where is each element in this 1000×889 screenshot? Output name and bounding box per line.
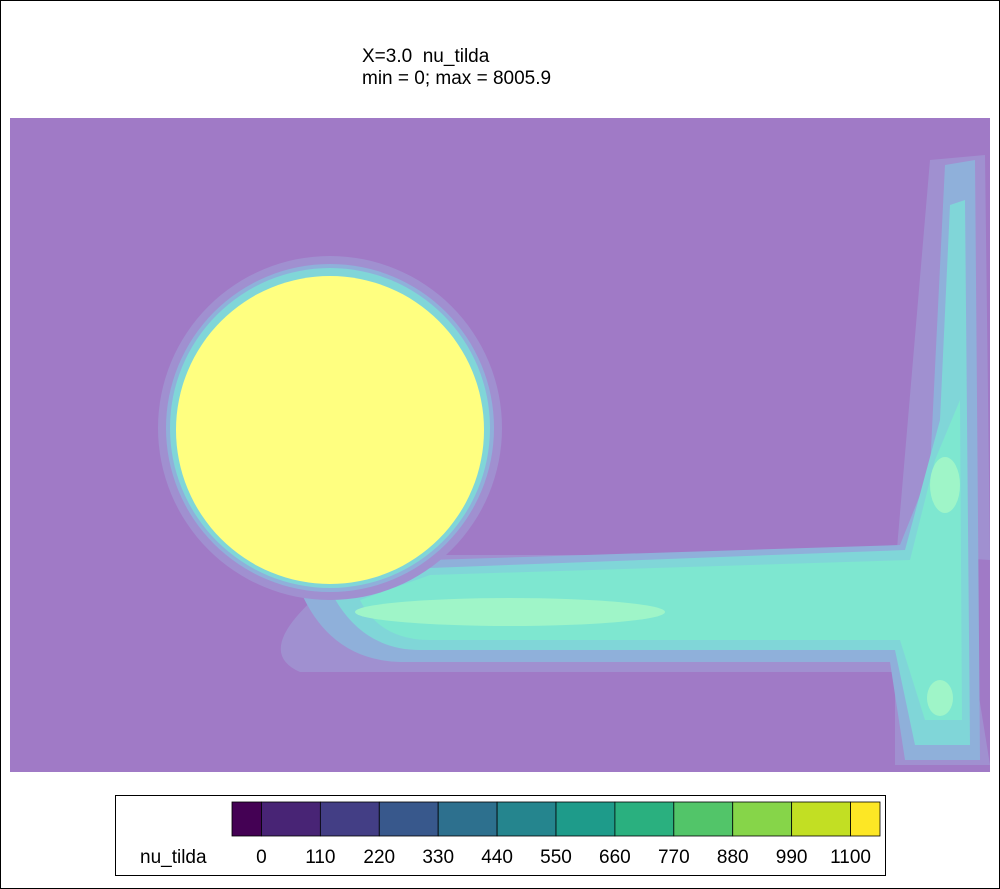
contour xyxy=(360,400,962,720)
tick-label: 0 xyxy=(256,847,267,868)
colorbar-segment xyxy=(732,801,793,837)
tick-label: 990 xyxy=(776,847,808,868)
colorbar-label: nu_tilda xyxy=(140,847,207,868)
colorbar-segment xyxy=(673,801,734,837)
tick-label: 440 xyxy=(481,847,513,868)
colorbar-segment xyxy=(496,801,557,837)
field xyxy=(10,118,990,772)
tick-label: 220 xyxy=(363,847,395,868)
colorbar-segment xyxy=(437,801,498,837)
tick-label: 550 xyxy=(540,847,572,868)
colorbar-segment xyxy=(850,801,881,837)
colorbar-segment xyxy=(378,801,439,837)
contour xyxy=(927,680,953,716)
contour xyxy=(930,457,960,513)
tick-label: 880 xyxy=(717,847,749,868)
colorbar-segment xyxy=(555,801,616,837)
tick-label: 660 xyxy=(599,847,631,868)
title-line: min = 0; max = 8005.9 xyxy=(362,68,551,89)
tick-label: 770 xyxy=(658,847,690,868)
tick-label: 1100 xyxy=(830,847,871,868)
colorbar-segment xyxy=(319,801,380,837)
colorbar: 0 110 220 330 440 550 660 770 880 990 1100 xyxy=(231,801,881,868)
tick-label: 110 xyxy=(305,847,335,868)
tick-label: 330 xyxy=(422,847,454,868)
colorbar-segment xyxy=(231,801,262,837)
colorbar-segment xyxy=(261,801,321,837)
colorbar-segment xyxy=(791,801,851,837)
title-line: X=3.0 nu_tilda xyxy=(362,46,490,67)
colorbar-segment xyxy=(614,801,675,837)
contour xyxy=(176,276,484,584)
contour xyxy=(355,598,665,626)
